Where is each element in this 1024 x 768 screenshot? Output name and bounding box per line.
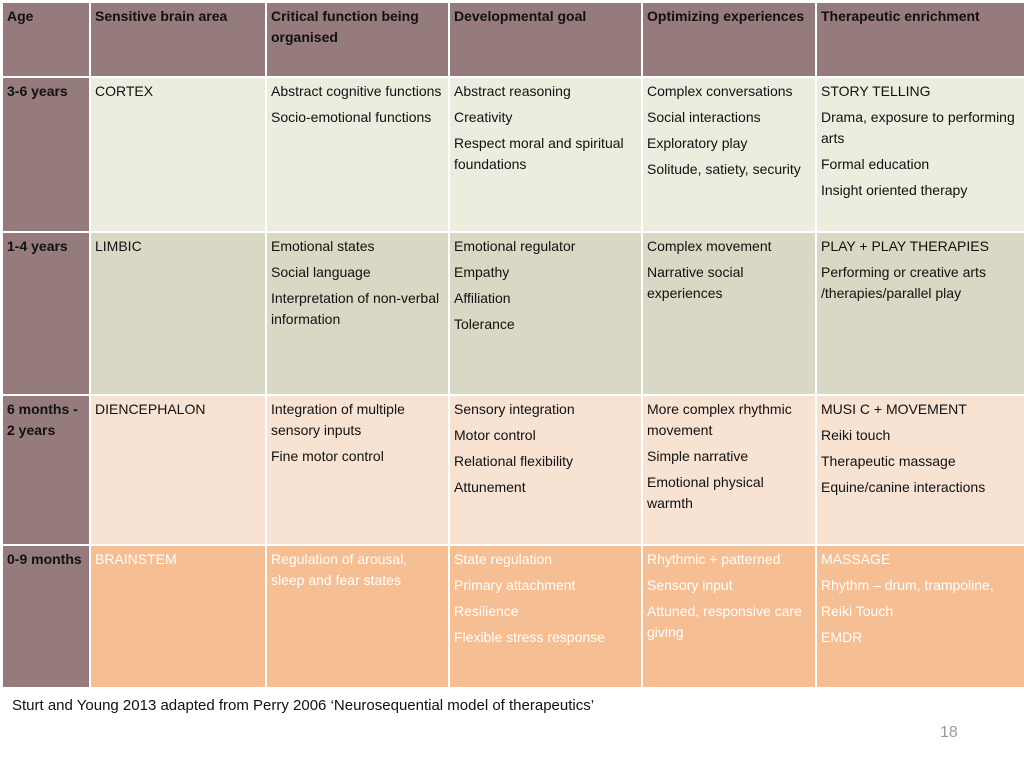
therapeutic-enrichment-cell: PLAY + PLAY THERAPIES Performing or crea… <box>817 233 1024 394</box>
age-cell: 3-6 years <box>3 78 89 231</box>
list-item: Flexible stress response <box>454 629 605 645</box>
list-item: Rhythm – drum, trampoline, <box>821 577 994 593</box>
list-item: Attunement <box>454 479 526 495</box>
list-item: Solitude, satiety, security <box>647 161 801 177</box>
list-item: Equine/canine interactions <box>821 479 986 495</box>
table-row-brainstem: 0-9 months BRAINSTEM Regulation of arous… <box>3 546 1024 687</box>
therapeutic-enrichment-cell: MASSAGE Rhythm – drum, trampoline, Reiki… <box>817 546 1024 687</box>
header-therapeutic-enrichment: Therapeutic enrichment <box>817 3 1024 76</box>
header-row: Age Sensitive brain area Critical functi… <box>3 3 1024 76</box>
list-item: Sensory input <box>647 577 733 593</box>
list-item: Formal education <box>821 156 930 172</box>
developmental-goal-cell: Sensory integration Motor control Relati… <box>450 396 641 544</box>
list-item: Complex movement <box>647 238 772 254</box>
age-cell: 1-4 years <box>3 233 89 394</box>
list-item: Reiki touch <box>821 427 891 443</box>
list-item: Narrative social experiences <box>647 264 744 301</box>
critical-function-cell: Regulation of arousal, sleep and fear st… <box>267 546 448 687</box>
list-item: Performing or creative arts /therapies/p… <box>821 264 986 301</box>
header-age: Age <box>3 3 89 76</box>
therapeutic-enrichment-cell: STORY TELLING Drama, exposure to perform… <box>817 78 1024 231</box>
list-item: More complex rhythmic movement <box>647 401 792 438</box>
optimizing-experiences-cell: More complex rhythmic movement Simple na… <box>643 396 815 544</box>
list-item: Interpretation of non-verbal information <box>271 290 440 327</box>
brain-area-cell: LIMBIC <box>91 233 265 394</box>
list-item: Regulation of arousal, sleep and fear st… <box>271 551 408 588</box>
list-item: Socio-emotional functions <box>271 109 432 125</box>
list-item: Creativity <box>454 109 513 125</box>
list-item: Fine motor control <box>271 448 384 464</box>
list-item: Exploratory play <box>647 135 748 151</box>
list-item: Complex conversations <box>647 83 793 99</box>
optimizing-experiences-cell: Complex conversations Social interaction… <box>643 78 815 231</box>
list-item: MASSAGE <box>821 551 891 567</box>
header-sensitive-brain-area: Sensitive brain area <box>91 3 265 76</box>
critical-function-cell: Integration of multiple sensory inputs F… <box>267 396 448 544</box>
list-item: Therapeutic massage <box>821 453 956 469</box>
list-item: Motor control <box>454 427 536 443</box>
developmental-goal-cell: State regulation Primary attachment Resi… <box>450 546 641 687</box>
list-item: Social interactions <box>647 109 761 125</box>
list-item: Rhythmic + patterned <box>647 551 781 567</box>
critical-function-cell: Abstract cognitive functions Socio-emoti… <box>267 78 448 231</box>
list-item: Resilience <box>454 603 519 619</box>
list-item: Emotional states <box>271 238 375 254</box>
list-item: Drama, exposure to performing arts <box>821 109 1015 146</box>
brain-area-cell: DIENCEPHALON <box>91 396 265 544</box>
list-item: Abstract cognitive functions <box>271 83 442 99</box>
list-item: Emotional physical warmth <box>647 474 764 511</box>
list-item: Simple narrative <box>647 448 749 464</box>
brain-area-cell: BRAINSTEM <box>91 546 265 687</box>
list-item: Relational flexibility <box>454 453 574 469</box>
list-item: Emotional regulator <box>454 238 576 254</box>
age-cell: 0-9 months <box>3 546 89 687</box>
list-item: Reiki Touch <box>821 603 894 619</box>
therapeutic-enrichment-cell: MUSI C + MOVEMENT Reiki touch Therapeuti… <box>817 396 1024 544</box>
list-item: PLAY + PLAY THERAPIES <box>821 238 989 254</box>
header-developmental-goal: Developmental goal <box>450 3 641 76</box>
list-item: Affiliation <box>454 290 511 306</box>
header-optimizing-experiences: Optimizing experiences <box>643 3 815 76</box>
developmental-goal-cell: Abstract reasoning Creativity Respect mo… <box>450 78 641 231</box>
list-item: Primary attachment <box>454 577 576 593</box>
developmental-goal-cell: Emotional regulator Empathy Affiliation … <box>450 233 641 394</box>
brain-area-cell: CORTEX <box>91 78 265 231</box>
table-row-diencephalon: 6 months - 2 years DIENCEPHALON Integrat… <box>3 396 1024 544</box>
list-item: STORY TELLING <box>821 83 931 99</box>
age-cell: 6 months - 2 years <box>3 396 89 544</box>
list-item: Empathy <box>454 264 510 280</box>
list-item: Insight oriented therapy <box>821 182 968 198</box>
list-item: Attuned, responsive care giving <box>647 603 802 640</box>
list-item: Sensory integration <box>454 401 575 417</box>
list-item: Respect moral and spiritual foundations <box>454 135 624 172</box>
list-item: MUSI C + MOVEMENT <box>821 401 967 417</box>
list-item: Tolerance <box>454 316 515 332</box>
neurosequential-table: Age Sensitive brain area Critical functi… <box>1 1 1024 689</box>
table-row-cortex: 3-6 years CORTEX Abstract cognitive func… <box>3 78 1024 231</box>
critical-function-cell: Emotional states Social language Interpr… <box>267 233 448 394</box>
optimizing-experiences-cell: Complex movement Narrative social experi… <box>643 233 815 394</box>
list-item: Abstract reasoning <box>454 83 571 99</box>
list-item: Social language <box>271 264 371 280</box>
table-row-limbic: 1-4 years LIMBIC Emotional states Social… <box>3 233 1024 394</box>
list-item: EMDR <box>821 629 863 645</box>
page-number: 18 <box>940 724 958 741</box>
list-item: Integration of multiple sensory inputs <box>271 401 405 438</box>
optimizing-experiences-cell: Rhythmic + patterned Sensory input Attun… <box>643 546 815 687</box>
source-caption: Sturt and Young 2013 adapted from Perry … <box>12 697 595 714</box>
header-critical-function: Critical function being organised <box>267 3 448 76</box>
list-item: State regulation <box>454 551 553 567</box>
